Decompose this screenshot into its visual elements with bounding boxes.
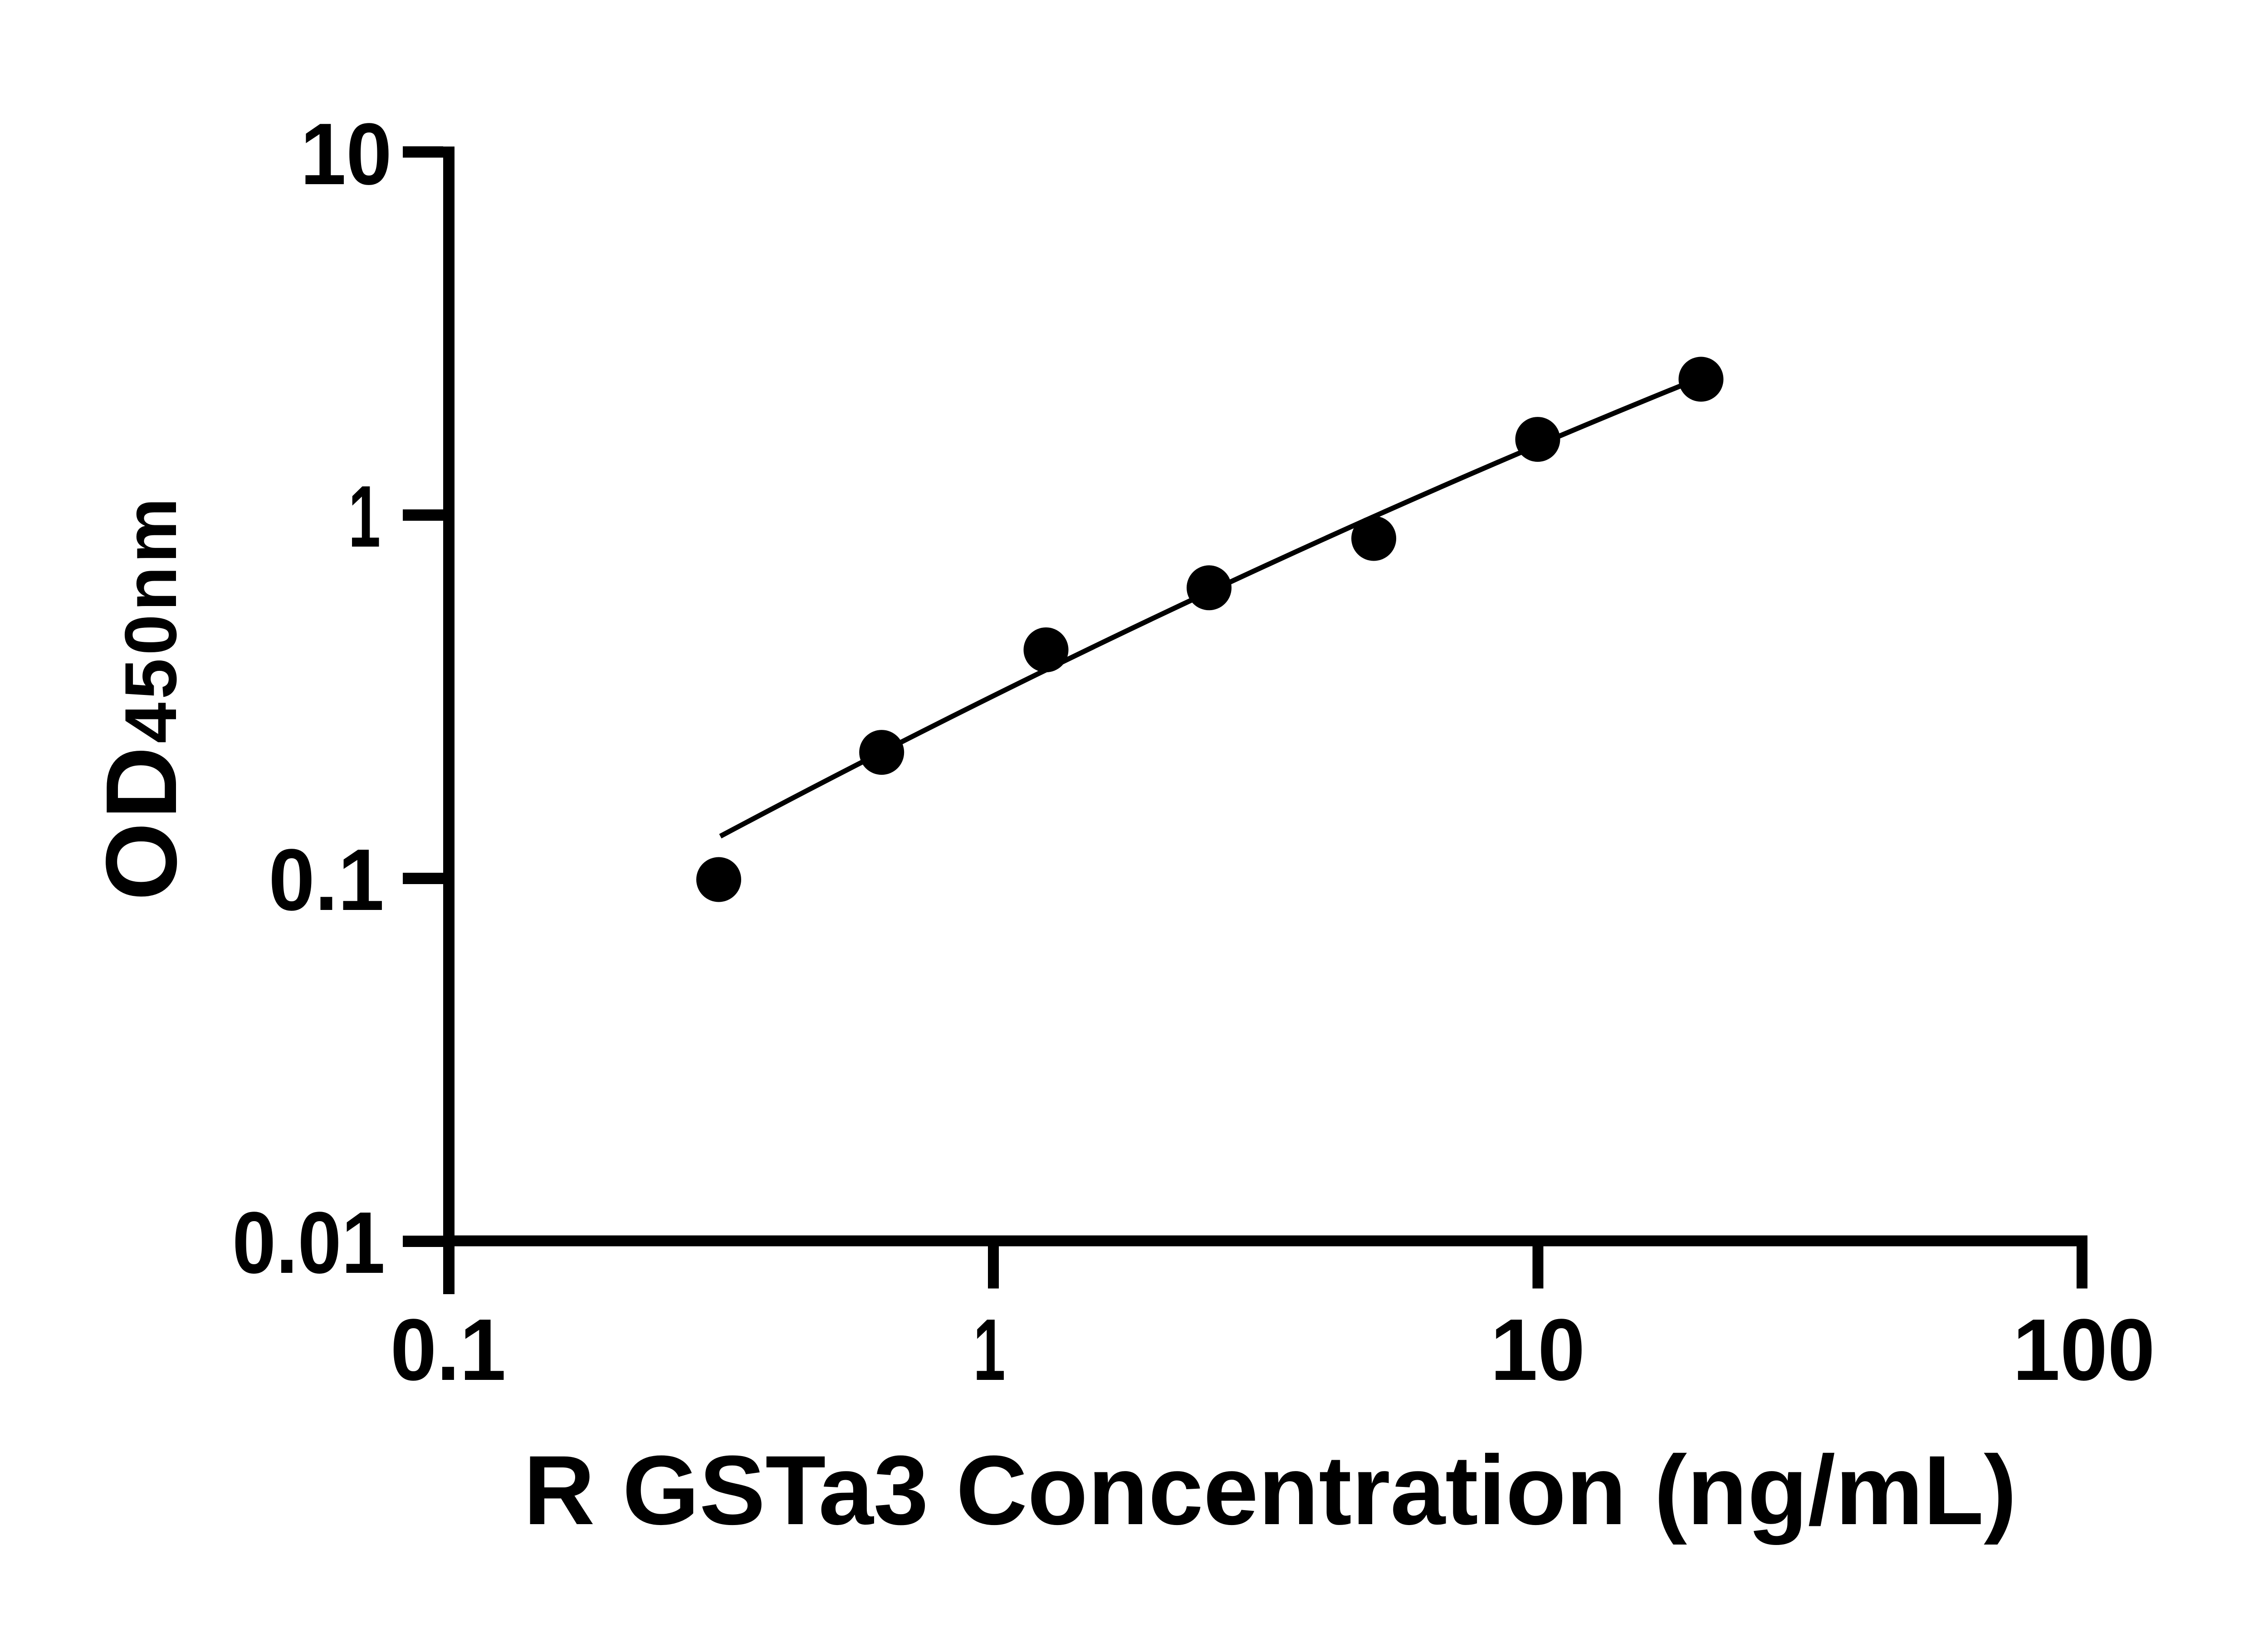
svg-text:1: 1 [973,1301,1006,1398]
svg-text:0.1: 0.1 [269,831,384,929]
svg-text:0.01: 0.01 [232,1193,385,1291]
svg-text:10: 10 [300,105,392,203]
svg-text:100: 100 [2013,1301,2155,1398]
svg-text:10: 10 [1491,1301,1585,1398]
svg-text:0.1: 0.1 [391,1301,506,1398]
svg-text:R GSTa3 Concentration (ng/mL): R GSTa3 Concentration (ng/mL) [523,1435,2017,1545]
svg-text:1: 1 [348,467,381,565]
